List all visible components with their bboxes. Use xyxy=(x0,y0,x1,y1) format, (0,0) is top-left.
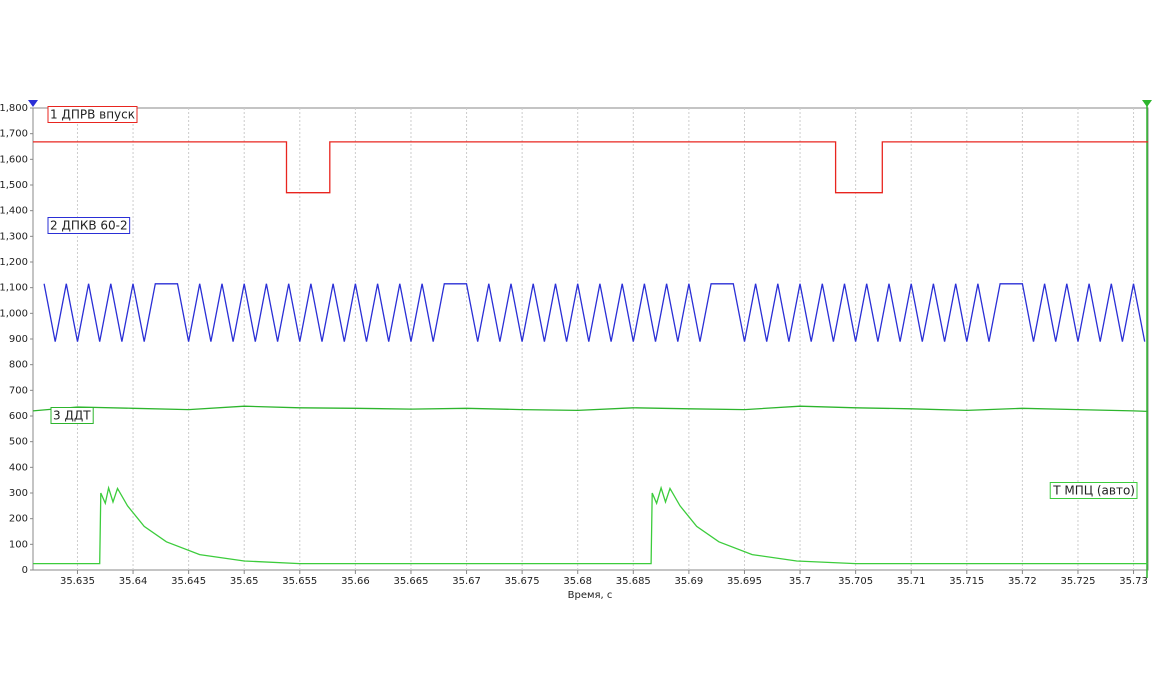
y-tick-label: 1,500 xyxy=(0,180,28,191)
series-label-box xyxy=(50,407,94,424)
y-tick-label: 600 xyxy=(9,411,28,422)
y-tick-label: 1,100 xyxy=(0,283,28,294)
y-tick-label: 0 xyxy=(22,565,28,576)
y-tick-label: 1,200 xyxy=(0,257,28,268)
x-tick-label: 35.7 xyxy=(789,576,811,587)
x-tick-label: 35.665 xyxy=(393,576,428,587)
series-label-box xyxy=(47,106,138,123)
x-tick-label: 35.73 xyxy=(1119,576,1148,587)
x-axis-label: Время, с xyxy=(568,590,613,601)
y-tick-label: 100 xyxy=(9,539,28,550)
x-tick-label: 35.72 xyxy=(1008,576,1037,587)
y-tick-label: 1,700 xyxy=(0,129,28,140)
x-tick-label: 35.715 xyxy=(949,576,984,587)
y-tick-label: 900 xyxy=(9,334,28,345)
x-tick-label: 35.67 xyxy=(452,576,481,587)
cursor-marker xyxy=(28,100,38,107)
x-tick-label: 35.725 xyxy=(1060,576,1095,587)
series-label: 3 ДДТ xyxy=(53,409,91,423)
y-tick-label: 700 xyxy=(9,385,28,396)
series-line xyxy=(33,141,1148,194)
series-label-box xyxy=(1049,482,1138,499)
series-line xyxy=(43,283,1146,342)
x-tick-label: 35.675 xyxy=(505,576,540,587)
series-label-box xyxy=(47,217,131,234)
x-tick-label: 35.655 xyxy=(282,576,317,587)
y-tick-label: 500 xyxy=(9,437,28,448)
y-tick-label: 1,000 xyxy=(0,308,28,319)
y-tick-label: 800 xyxy=(9,360,28,371)
x-tick-label: 35.685 xyxy=(616,576,651,587)
series-label: 1 ДПРВ впуск xyxy=(50,108,135,122)
x-tick-label: 35.635 xyxy=(60,576,95,587)
series-label: 2 ДПКВ 60-2 xyxy=(50,219,128,233)
cursor-marker xyxy=(1142,100,1152,107)
y-tick-label: 200 xyxy=(9,514,28,525)
x-tick-label: 35.705 xyxy=(838,576,873,587)
x-tick-label: 35.71 xyxy=(897,576,926,587)
x-tick-label: 35.68 xyxy=(563,576,592,587)
y-tick-label: 1,400 xyxy=(0,206,28,217)
x-tick-label: 35.69 xyxy=(675,576,704,587)
series-line xyxy=(32,405,1149,413)
y-tick-label: 300 xyxy=(9,488,28,499)
series-line xyxy=(33,485,1148,565)
x-tick-label: 35.695 xyxy=(727,576,762,587)
series-label: Т МПЦ (авто) xyxy=(1052,484,1135,498)
x-tick-label: 35.66 xyxy=(341,576,370,587)
y-tick-label: 400 xyxy=(9,462,28,473)
y-tick-label: 1,300 xyxy=(0,231,28,242)
y-tick-label: 1,600 xyxy=(0,154,28,165)
x-tick-label: 35.64 xyxy=(119,576,148,587)
plot-frame xyxy=(32,107,1149,571)
x-tick-label: 35.645 xyxy=(171,576,206,587)
y-tick-label: 1,800 xyxy=(0,103,28,114)
x-tick-label: 35.65 xyxy=(230,576,259,587)
